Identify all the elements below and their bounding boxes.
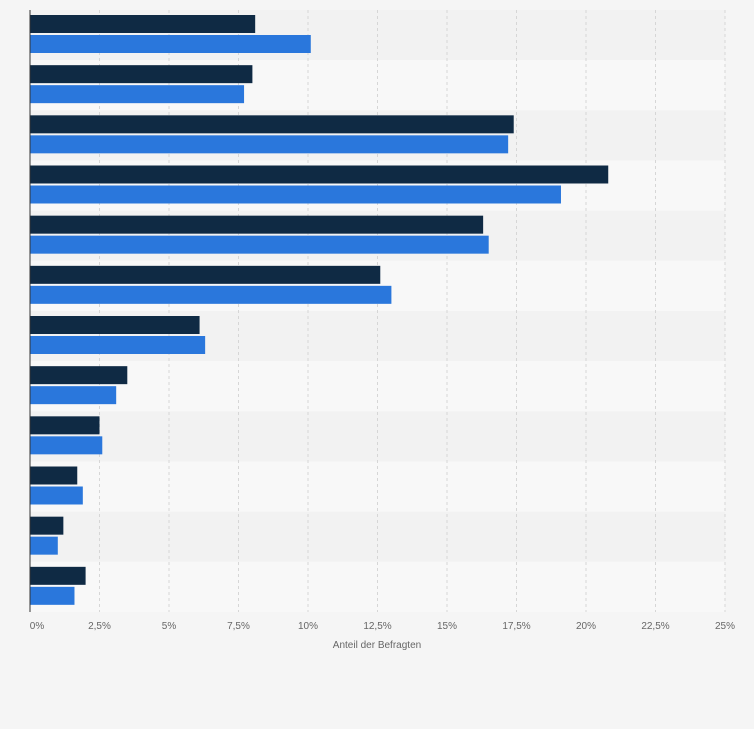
bar-series-1[interactable] xyxy=(30,265,381,284)
bar-series-2[interactable] xyxy=(30,235,489,254)
bar-series-1[interactable] xyxy=(30,466,78,485)
bar-series-1[interactable] xyxy=(30,165,609,184)
bar-series-2[interactable] xyxy=(30,536,58,555)
x-axis-title: Anteil der Befragten xyxy=(333,640,421,651)
x-tick-label: 20% xyxy=(576,621,596,632)
bar-series-1[interactable] xyxy=(30,366,128,385)
bar-series-2[interactable] xyxy=(30,135,509,154)
bar-series-1[interactable] xyxy=(30,316,200,334)
x-tick-label: 17,5% xyxy=(502,621,530,632)
x-tick-label: 5% xyxy=(162,621,177,632)
bar-series-2[interactable] xyxy=(30,586,75,605)
bar-series-2[interactable] xyxy=(30,285,392,304)
bar-series-2[interactable] xyxy=(30,35,311,53)
bar-series-2[interactable] xyxy=(30,185,561,204)
bar-series-1[interactable] xyxy=(30,65,253,84)
bar-series-2[interactable] xyxy=(30,436,103,455)
bar-series-2[interactable] xyxy=(30,486,83,505)
x-tick-label: 25% xyxy=(715,621,735,632)
x-tick-label: 0% xyxy=(30,621,45,632)
x-tick-label: 2,5% xyxy=(88,621,111,632)
bar-series-2[interactable] xyxy=(30,386,117,405)
bar-series-1[interactable] xyxy=(30,215,484,234)
bar-series-1[interactable] xyxy=(30,416,100,435)
bar-series-1[interactable] xyxy=(30,115,514,134)
bar-series-2[interactable] xyxy=(30,85,245,104)
x-tick-label: 22,5% xyxy=(641,621,669,632)
bar-series-1[interactable] xyxy=(30,566,86,585)
x-tick-labels: 0% 2,5% 5% 7,5% 10% 12,5% 15% 17,5% 20% 22,5% 25% xyxy=(30,621,735,632)
bar-series-1[interactable] xyxy=(30,15,256,33)
x-tick-label: 10% xyxy=(298,621,318,632)
gridlines xyxy=(99,10,726,612)
bars xyxy=(30,15,609,605)
x-tick-label: 7,5% xyxy=(227,621,250,632)
x-tick-label: 12,5% xyxy=(363,621,391,632)
row-band xyxy=(30,511,725,562)
row-band xyxy=(30,361,725,412)
bar-series-1[interactable] xyxy=(30,516,64,535)
bar-series-2[interactable] xyxy=(30,336,206,354)
x-tick-label: 15% xyxy=(437,621,457,632)
